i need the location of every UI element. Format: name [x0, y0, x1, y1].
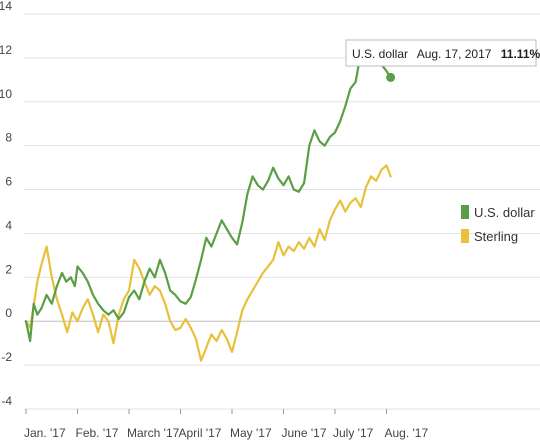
- legend: U.S. dollar Sterling: [461, 205, 535, 244]
- y-tick-label: 4: [5, 218, 12, 232]
- y-tick-label: 6: [5, 175, 12, 189]
- y-tick-label: 14: [0, 0, 12, 13]
- tooltip-date: Aug. 17, 2017: [417, 47, 492, 61]
- y-tick-label: 2: [5, 262, 12, 276]
- series-lines: [24, 43, 396, 362]
- x-tick-label: July '17: [333, 426, 374, 440]
- tooltip-label: U.S. dollar Aug. 17, 2017 11.11%: [352, 47, 540, 61]
- series-line-u-s-dollar[interactable]: [24, 43, 392, 343]
- x-tick-label: June '17: [282, 426, 327, 440]
- tooltip-point[interactable]: [386, 72, 396, 82]
- legend-label-us-dollar: U.S. dollar: [474, 205, 535, 220]
- x-tick-label: Feb. '17: [76, 426, 119, 440]
- x-tick-label: Jan. '17: [24, 426, 66, 440]
- x-tick-label: March '17: [127, 426, 180, 440]
- legend-swatch-us-dollar: [461, 205, 469, 219]
- legend-item-sterling: Sterling: [461, 229, 518, 244]
- y-tick-label: -2: [1, 350, 12, 364]
- x-tick-label: Aug. '17: [385, 426, 429, 440]
- y-tick-label: 8: [5, 131, 12, 145]
- y-tick-label: 10: [0, 87, 12, 101]
- series-line-sterling[interactable]: [24, 164, 392, 362]
- tooltip-value: 11.11%: [501, 47, 540, 61]
- legend-item-us-dollar: U.S. dollar: [461, 205, 535, 220]
- y-tick-label: 0: [5, 306, 12, 320]
- x-tick-label: May '17: [230, 426, 272, 440]
- y-axis-ticks: 14 12 10 8 6 4 2 0 -2 -4: [0, 0, 12, 408]
- x-axis-ticks: Jan. '17 Feb. '17 March '17 April '17 May '1…: [24, 409, 428, 440]
- tooltip-box: [345, 39, 537, 67]
- tooltip: U.S. dollar Aug. 17, 2017 11.11%: [345, 39, 540, 67]
- legend-swatch-sterling: [461, 229, 469, 243]
- tooltip-series: U.S. dollar: [352, 47, 408, 61]
- x-tick-label: April '17: [179, 426, 222, 440]
- legend-label-sterling: Sterling: [474, 229, 518, 244]
- y-tick-label: -4: [1, 394, 12, 408]
- y-tick-label: 12: [0, 43, 12, 57]
- grid-lines: [24, 13, 540, 410]
